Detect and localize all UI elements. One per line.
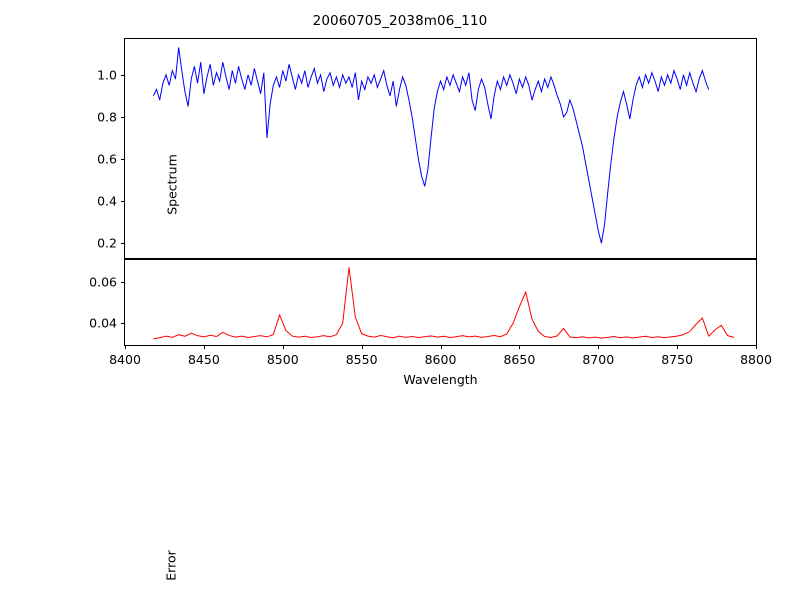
x-tick-label: 8800 (740, 352, 772, 367)
y-tick-mark (121, 281, 125, 283)
y-tick-mark (121, 201, 125, 203)
x-tick-label: 8700 (582, 352, 615, 367)
figure-canvas: 20060705_2038m06_110 Spectrum 0.2 0.4 0.6 0… (89, 13, 772, 581)
spectrum-line-series (125, 39, 756, 258)
x-tick-label: 8750 (661, 352, 694, 367)
error-axis-label: Error (163, 550, 179, 581)
x-tick-label: 8500 (266, 352, 299, 367)
x-tick-label: 8450 (187, 352, 220, 367)
x-tick-mark (440, 345, 442, 349)
y-tick-label: 0.8 (97, 109, 117, 125)
error-line-series (125, 260, 756, 345)
y-tick-label: 0.06 (89, 274, 117, 290)
x-tick-mark (282, 345, 284, 349)
y-tick-mark (121, 323, 125, 325)
error-plot-area: Error 0.04 0.06 8400 8450 8500 8550 8600 8650 8… (89, 259, 772, 581)
y-tick-mark (121, 74, 125, 76)
y-tick-mark (121, 243, 125, 245)
spectrum-axis-label: Spectrum (164, 154, 180, 215)
x-tick-mark (598, 345, 600, 349)
x-tick-label: 8400 (109, 352, 141, 367)
x-tick-mark (677, 345, 679, 349)
y-tick-label: 0.2 (97, 235, 117, 251)
x-tick-mark (203, 345, 205, 349)
y-tick-label: 1.0 (97, 67, 117, 83)
chart-title: 20060705_2038m06_110 (312, 13, 488, 29)
y-tick-label: 0.04 (89, 315, 117, 331)
spectrum-plot-area: Spectrum 0.2 0.4 0.6 0.8 1.0 (97, 38, 757, 259)
x-tick-mark (361, 345, 363, 349)
x-tick-mark (125, 345, 127, 349)
y-tick-label: 0.4 (97, 193, 117, 209)
y-tick-mark (121, 116, 125, 118)
x-tick-mark (756, 345, 758, 349)
y-tick-label: 0.6 (97, 151, 117, 167)
y-tick-mark (121, 159, 125, 161)
x-axis-label: Wavelength (403, 372, 478, 387)
x-tick-label: 8550 (345, 352, 378, 367)
x-tick-mark (519, 345, 521, 349)
x-tick-label: 8600 (424, 352, 457, 367)
x-tick-label: 8650 (503, 352, 536, 367)
